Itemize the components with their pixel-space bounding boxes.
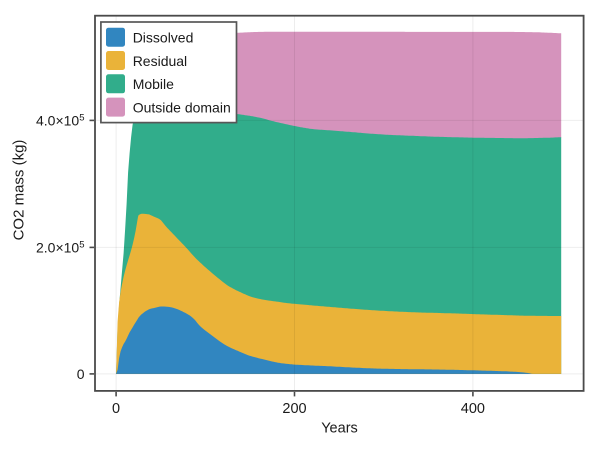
svg-text:2.0×105: 2.0×105 <box>36 239 85 255</box>
svg-text:Dissolved: Dissolved <box>133 30 194 46</box>
svg-text:4.0×105: 4.0×105 <box>36 112 85 128</box>
svg-text:0: 0 <box>112 401 120 417</box>
svg-text:200: 200 <box>282 401 306 417</box>
svg-text:Years: Years <box>321 421 358 437</box>
svg-text:400: 400 <box>461 401 485 417</box>
svg-text:0: 0 <box>77 366 85 382</box>
svg-text:Outside domain: Outside domain <box>133 99 231 115</box>
svg-text:Residual: Residual <box>133 53 187 69</box>
svg-text:CO2 mass (kg): CO2 mass (kg) <box>11 140 28 241</box>
svg-text:Mobile: Mobile <box>133 76 174 92</box>
